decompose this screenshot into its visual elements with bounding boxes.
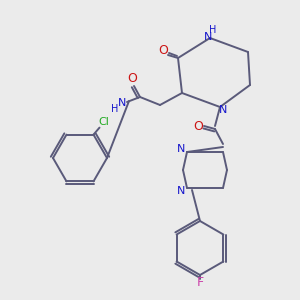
- Text: O: O: [158, 44, 168, 58]
- Text: N: N: [177, 144, 185, 154]
- Text: N: N: [204, 32, 212, 42]
- Text: F: F: [196, 277, 204, 290]
- Text: N: N: [118, 98, 126, 108]
- Text: N: N: [177, 186, 185, 196]
- Text: O: O: [127, 73, 137, 85]
- Text: Cl: Cl: [98, 117, 109, 127]
- Text: N: N: [219, 105, 227, 115]
- Text: H: H: [111, 104, 119, 114]
- Text: O: O: [193, 119, 203, 133]
- Text: H: H: [209, 25, 217, 35]
